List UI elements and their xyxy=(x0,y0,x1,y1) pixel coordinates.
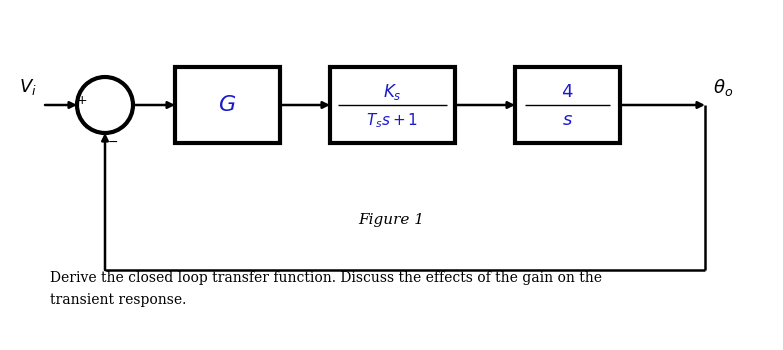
Text: transient response.: transient response. xyxy=(50,293,186,307)
Text: $G$: $G$ xyxy=(218,94,236,116)
Bar xyxy=(515,67,620,143)
Bar xyxy=(330,67,455,143)
Text: $-$: $-$ xyxy=(107,134,118,147)
Text: $+$: $+$ xyxy=(77,94,88,107)
Text: $s$: $s$ xyxy=(562,111,573,129)
Text: $T_s s+1$: $T_s s+1$ xyxy=(366,111,419,130)
Text: $V_i$: $V_i$ xyxy=(19,77,37,97)
Text: Figure 1: Figure 1 xyxy=(358,213,424,227)
Text: $4$: $4$ xyxy=(561,83,574,101)
Text: $K_s$: $K_s$ xyxy=(383,82,402,102)
Text: $\theta_o$: $\theta_o$ xyxy=(713,77,733,98)
Text: Derive the closed loop transfer function. Discuss the effects of the gain on the: Derive the closed loop transfer function… xyxy=(50,271,602,285)
Bar xyxy=(175,67,280,143)
